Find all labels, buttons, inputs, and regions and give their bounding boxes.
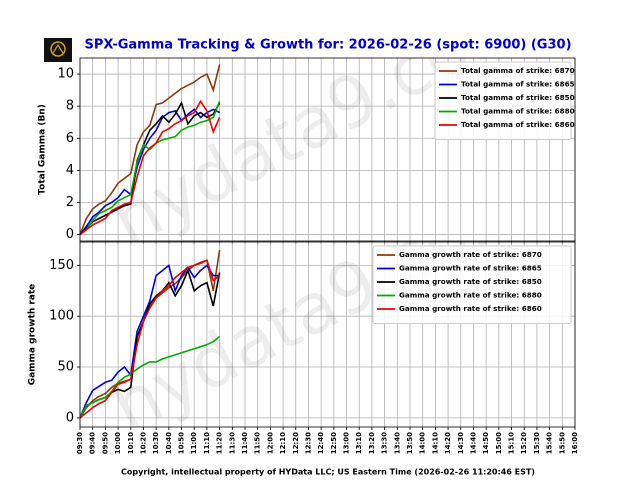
x-tick-label: 12:20 <box>292 432 300 454</box>
x-tick-label: 15:30 <box>533 432 541 454</box>
x-tick-label: 12:00 <box>266 432 274 454</box>
x-tick-label: 09:30 <box>76 432 84 454</box>
legend: Gamma growth rate of strike: 6870 Gamma g… <box>372 245 572 324</box>
x-tick-label: 13:50 <box>406 432 414 454</box>
x-tick-label: 12:40 <box>317 432 325 454</box>
x-tick-label: 14:20 <box>444 432 452 454</box>
x-tick-label: 15:10 <box>508 432 516 454</box>
y-axis-label: Total Gamma (Bn) <box>38 104 48 195</box>
x-tick-label: 11:50 <box>254 432 262 454</box>
x-tick-label: 09:50 <box>101 432 109 454</box>
legend-box <box>434 61 572 140</box>
legend-label: Gamma growth rate of strike: 6860 <box>399 304 542 313</box>
legend-label: Gamma growth rate of strike: 6865 <box>399 264 542 273</box>
x-tick-label: 13:30 <box>381 432 389 454</box>
x-tick-label: 11:40 <box>241 432 249 454</box>
x-tick-label: 13:10 <box>355 432 363 454</box>
footer: Copyright, intellectual property of HYDa… <box>121 468 535 477</box>
x-tick-label: 10:30 <box>152 432 160 454</box>
x-tick-label: 10:50 <box>178 432 186 454</box>
y-tick-label: 6 <box>66 131 74 146</box>
series-line <box>80 108 220 236</box>
x-tick-label: 09:40 <box>89 432 97 454</box>
y-axis-label: Gamma growth rate <box>28 284 38 386</box>
x-tick-label: 16:00 <box>571 432 579 454</box>
x-tick-label: 13:00 <box>343 432 351 454</box>
legend-label: Gamma growth rate of strike: 6850 <box>399 277 542 286</box>
chart-title: SPX-Gamma Tracking & Growth for: 2026-02… <box>84 38 571 53</box>
x-tick-label: 12:50 <box>330 432 338 454</box>
x-tick-label: 13:40 <box>393 432 401 454</box>
series-line <box>80 101 221 236</box>
x-tick-label: 11:30 <box>228 432 236 454</box>
series-line <box>80 263 220 419</box>
legend-label: Total gamma of strike: 6850 <box>461 93 575 102</box>
x-tick-label: 15:00 <box>495 432 503 454</box>
legend-label: Total gamma of strike: 6870 <box>461 66 575 75</box>
x-tick-label: 13:20 <box>368 432 376 454</box>
x-tick-label: 10:20 <box>139 432 147 454</box>
x-tick-label: 12:10 <box>279 432 287 454</box>
y-tick-label: 100 <box>49 309 74 324</box>
logo <box>44 38 72 62</box>
series-line <box>80 100 221 236</box>
series-line <box>80 64 221 235</box>
x-tick-label: 10:00 <box>114 432 122 454</box>
series-line <box>80 259 221 419</box>
legend-label: Gamma growth rate of strike: 6870 <box>399 250 542 259</box>
y-tick-label: 50 <box>57 360 74 375</box>
legend-label: Total gamma of strike: 6865 <box>461 80 575 89</box>
x-tick-label: 14:50 <box>482 432 490 454</box>
series-line <box>80 335 221 419</box>
y-tick-label: 0 <box>66 227 74 242</box>
plot-frame <box>79 57 576 242</box>
series-line <box>80 99 221 236</box>
legend-label: Total gamma of strike: 6880 <box>461 107 575 116</box>
x-tick-label: 15:40 <box>546 432 554 454</box>
x-tick-label: 14:10 <box>431 432 439 454</box>
x-tick-label: 14:40 <box>469 432 477 454</box>
legend: Total gamma of strike: 6870 Total gamma o… <box>434 61 575 140</box>
y-tick-label: 2 <box>66 195 74 210</box>
plot-frame <box>79 241 576 428</box>
y-tick-label: 150 <box>49 258 74 273</box>
legend-label: Total gamma of strike: 6860 <box>461 120 575 129</box>
x-tick-label: 15:20 <box>520 432 528 454</box>
x-tick-label: 12:30 <box>304 432 312 454</box>
x-tick-label: 11:00 <box>190 432 198 454</box>
y-tick-label: 10 <box>57 67 74 82</box>
y-tick-label: 4 <box>66 163 74 178</box>
x-tick-label: 10:40 <box>165 432 173 454</box>
y-tick-label: 0 <box>66 410 74 425</box>
legend-label: Gamma growth rate of strike: 6880 <box>399 291 542 300</box>
x-tick-label: 11:20 <box>216 432 224 454</box>
legend-box <box>372 245 572 324</box>
x-tick-label: 14:00 <box>419 432 427 454</box>
x-tick-label: 14:30 <box>457 432 465 454</box>
x-tick-label: 15:50 <box>558 432 566 454</box>
x-tick-label: 10:10 <box>127 432 135 454</box>
x-tick-label: 11:10 <box>203 432 211 454</box>
y-tick-label: 8 <box>66 99 74 114</box>
